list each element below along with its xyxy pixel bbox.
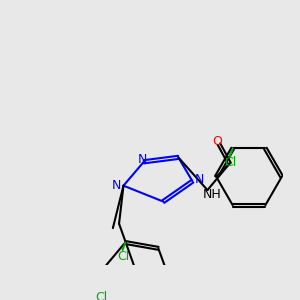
Text: Cl: Cl — [117, 250, 129, 263]
Text: NH: NH — [203, 188, 222, 201]
Text: N: N — [111, 179, 121, 192]
Text: O: O — [212, 135, 222, 148]
Text: Cl: Cl — [224, 156, 237, 169]
Text: N: N — [138, 153, 147, 166]
Text: Cl: Cl — [95, 291, 107, 300]
Text: N: N — [194, 172, 204, 186]
